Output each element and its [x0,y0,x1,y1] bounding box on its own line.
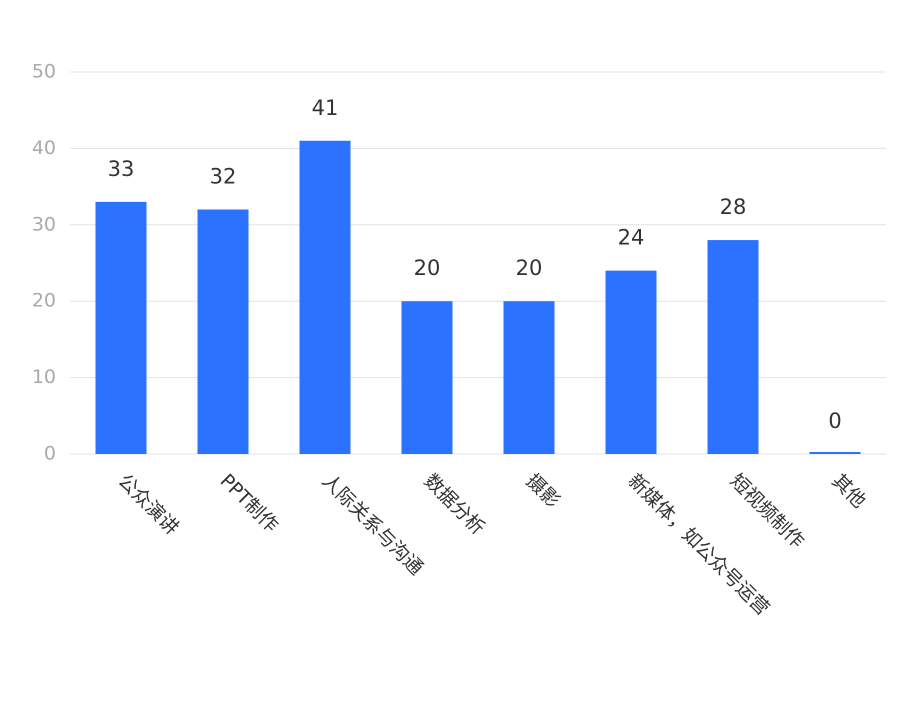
bar [299,140,351,454]
value-label: 32 [210,165,237,189]
y-tick-label: 0 [44,443,56,465]
value-label: 28 [720,195,747,219]
bar [503,301,555,454]
value-label: 33 [108,157,135,181]
value-label: 0 [828,409,841,433]
y-tick-label: 50 [32,61,56,83]
y-tick-label: 20 [32,290,56,312]
value-label: 41 [312,96,339,120]
bar [95,201,147,454]
value-label: 20 [516,256,543,280]
bar [197,209,249,454]
x-tick-label: 数据分析 [420,470,489,539]
value-label: 20 [414,256,441,280]
y-tick-label: 10 [32,366,56,388]
x-tick-label: 短视频制作 [726,470,809,553]
bar [809,452,861,454]
x-tick-label: 公众演讲 [114,470,183,539]
bar [707,240,759,454]
y-tick-label: 30 [32,213,56,235]
bar [605,270,657,454]
x-tick-label: PPT制作 [216,470,283,537]
x-tick-label: 其他 [828,470,870,512]
bar [401,301,453,454]
y-tick-label: 40 [32,137,56,159]
x-tick-label: 人际关系与沟通 [318,470,428,580]
value-label: 24 [618,226,645,250]
x-tick-label: 摄影 [522,470,564,512]
